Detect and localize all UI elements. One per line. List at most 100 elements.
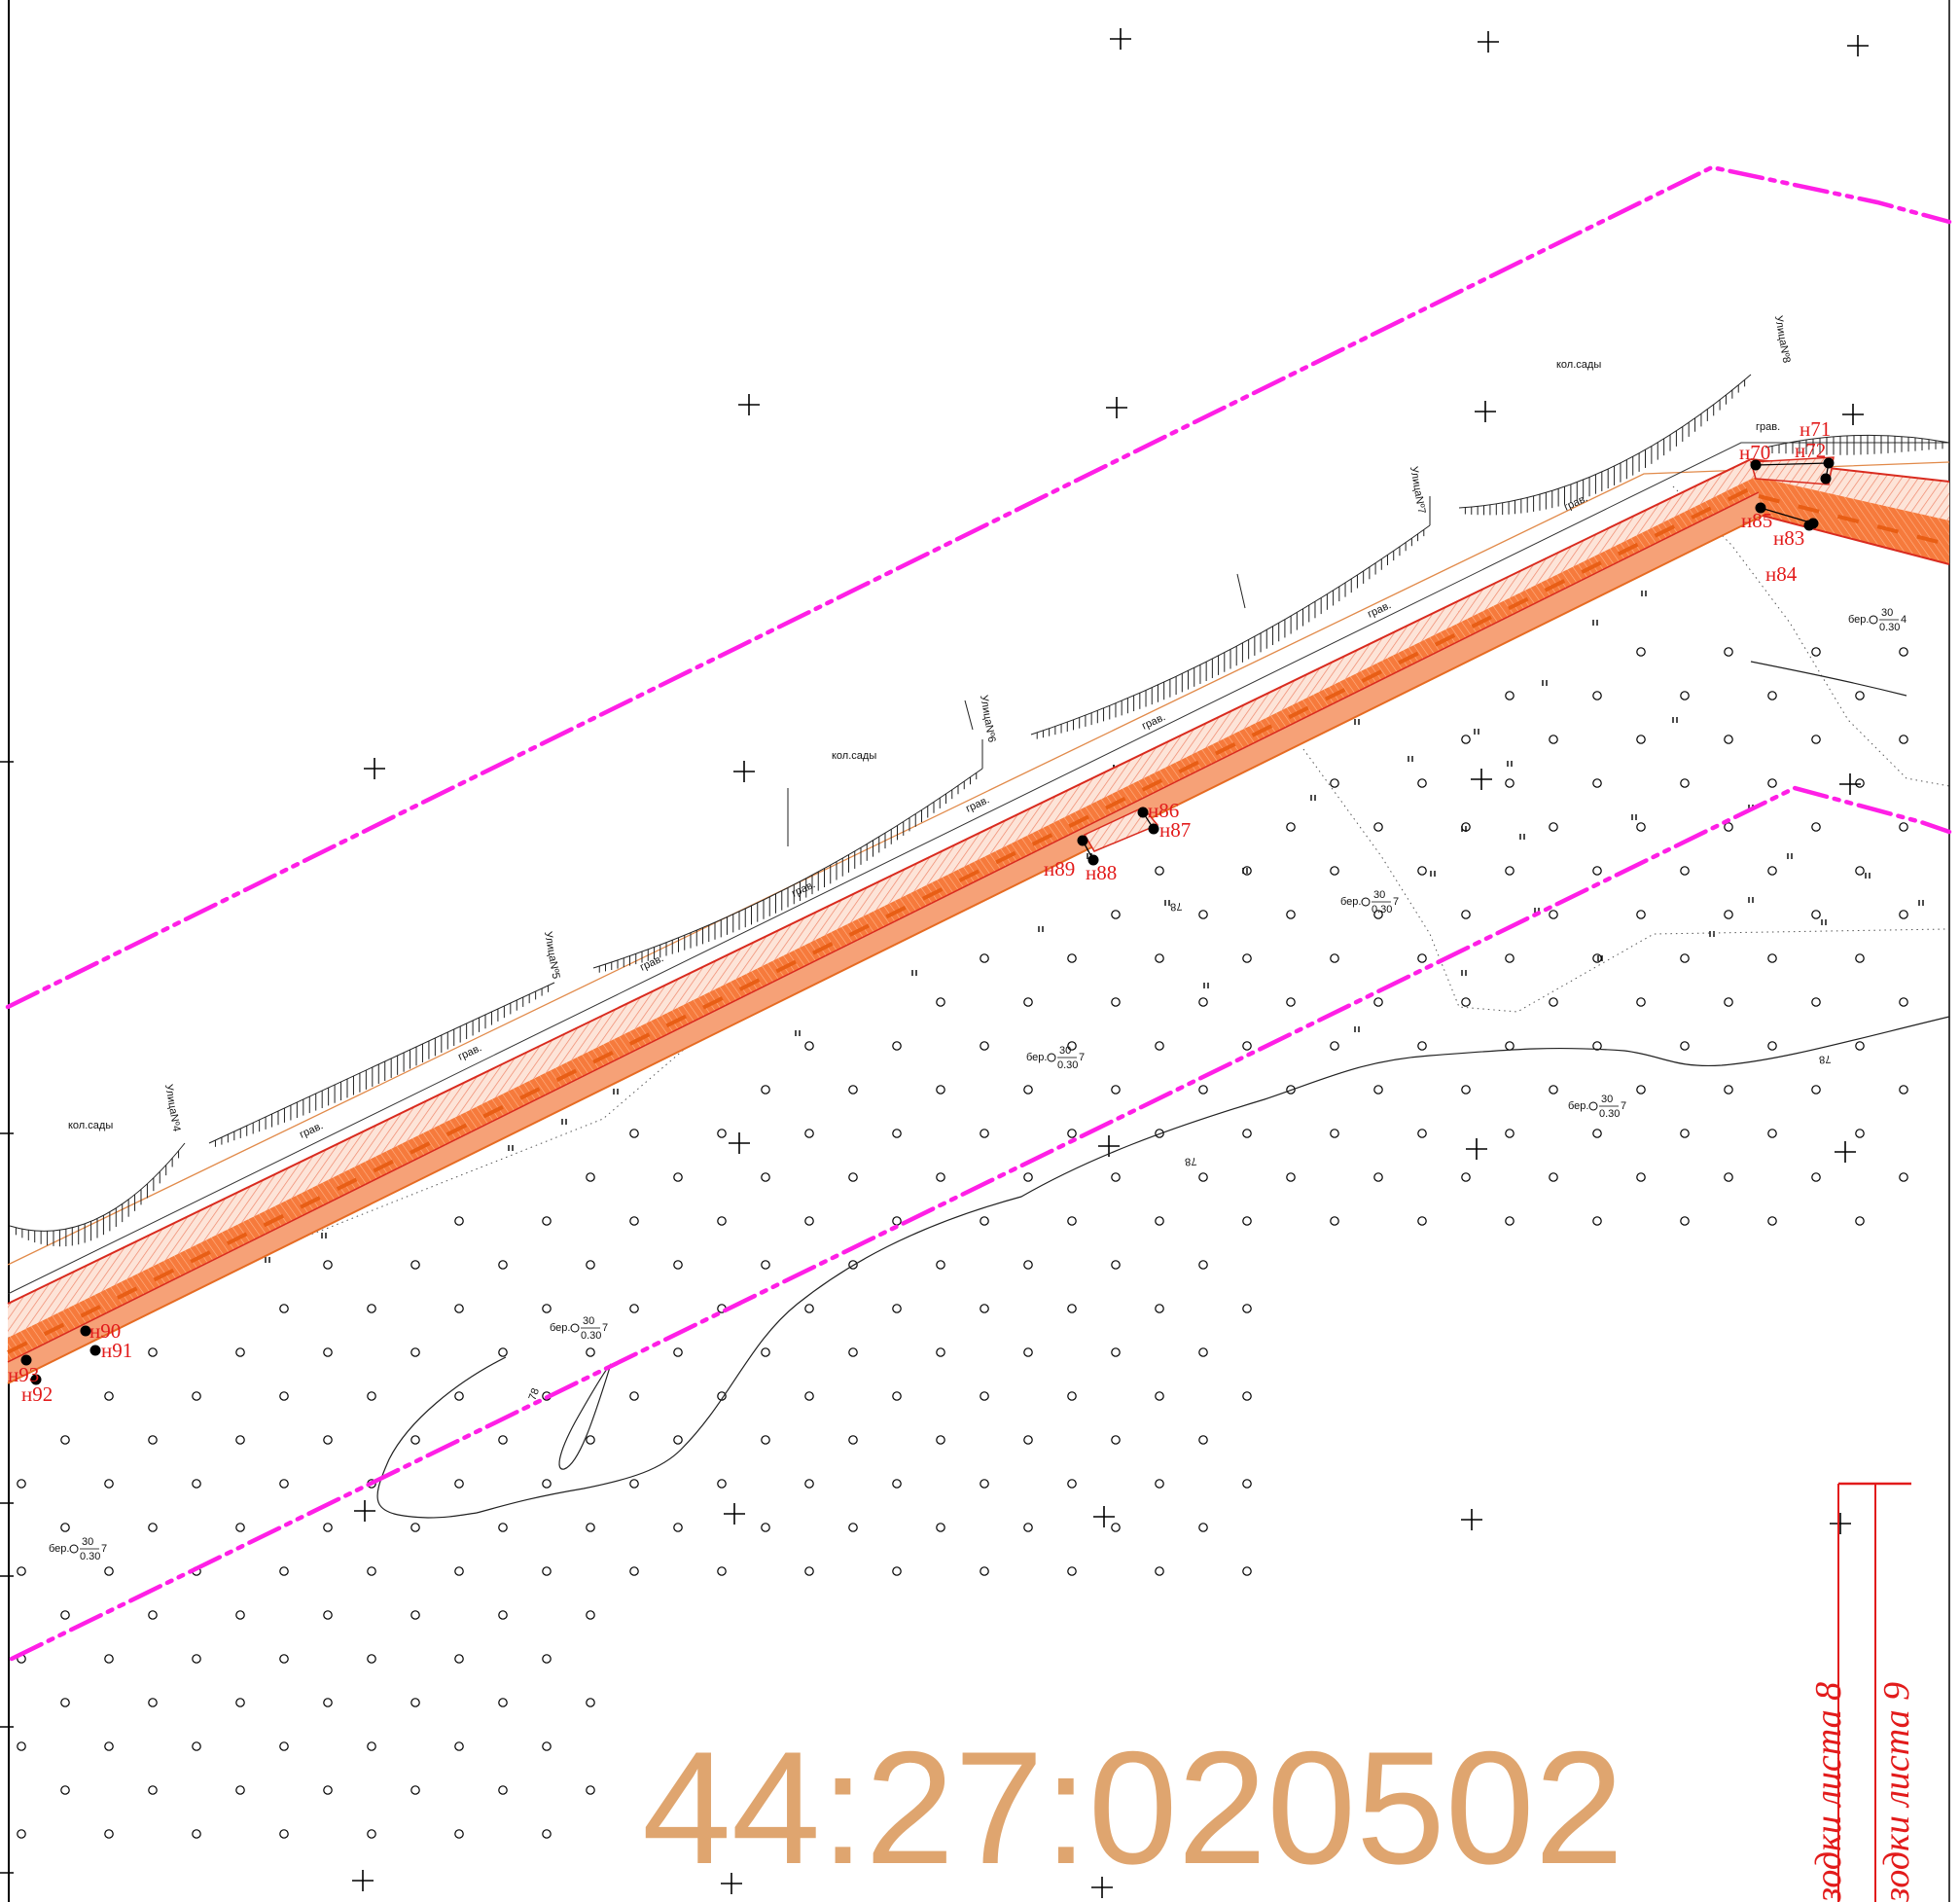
point-link bbox=[1825, 462, 1830, 480]
forest-symbol bbox=[1724, 822, 1733, 832]
forest-symbol bbox=[367, 1391, 376, 1401]
forest-symbol bbox=[1855, 1129, 1865, 1138]
forest-symbol bbox=[1811, 822, 1821, 832]
forest-symbol bbox=[1417, 1041, 1427, 1051]
forest-symbol bbox=[192, 1479, 201, 1489]
forest-symbol bbox=[804, 1041, 814, 1051]
forest-symbol bbox=[1373, 997, 1383, 1007]
street-label: УлицаNº5 bbox=[542, 930, 561, 980]
forest-symbol bbox=[454, 1391, 464, 1401]
forest-symbol bbox=[1811, 910, 1821, 919]
forest-symbol bbox=[1636, 1172, 1646, 1182]
forest-symbol bbox=[586, 1260, 595, 1270]
forest-symbol bbox=[848, 1347, 858, 1357]
forest-symbol bbox=[104, 1566, 114, 1576]
forest-symbol bbox=[148, 1435, 158, 1445]
svg-text:н86: н86 bbox=[1148, 799, 1179, 822]
forest-symbol bbox=[1855, 953, 1865, 963]
forest-symbol bbox=[761, 1172, 770, 1182]
forest-symbol bbox=[1505, 1041, 1515, 1051]
forest-symbol bbox=[498, 1610, 508, 1620]
svg-text:н85: н85 bbox=[1741, 509, 1772, 532]
svg-text:бер.: бер. bbox=[1026, 1052, 1047, 1063]
forest-symbol bbox=[673, 1172, 683, 1182]
forest-symbol bbox=[892, 1391, 902, 1401]
forest-symbol bbox=[1855, 778, 1865, 788]
forest-symbol bbox=[1023, 1085, 1033, 1095]
meadow-symbols bbox=[89, 591, 1924, 1336]
forest-symbol bbox=[410, 1347, 420, 1357]
forest-symbol bbox=[892, 1129, 902, 1138]
forest-symbol bbox=[1680, 778, 1690, 788]
forest-symbol bbox=[629, 1304, 639, 1313]
forest-symbol bbox=[629, 1391, 639, 1401]
forest-symbol bbox=[761, 1347, 770, 1357]
forest-symbol bbox=[148, 1698, 158, 1707]
forest-symbol bbox=[1198, 910, 1208, 919]
forest-symbol bbox=[498, 1435, 508, 1445]
forest-symbol bbox=[936, 1347, 945, 1357]
forest-symbol bbox=[1636, 1085, 1646, 1095]
forest-symbol bbox=[586, 1172, 595, 1182]
forest-symbol bbox=[454, 1829, 464, 1839]
forest-symbol bbox=[1680, 953, 1690, 963]
svg-text:н93: н93 bbox=[8, 1363, 39, 1386]
svg-text:7: 7 bbox=[1393, 896, 1399, 908]
forest-symbol bbox=[1111, 1435, 1121, 1445]
forest-symbol bbox=[1023, 1347, 1033, 1357]
forest-symbol bbox=[848, 1085, 858, 1095]
forest-symbol bbox=[1242, 1566, 1252, 1576]
forest-symbol bbox=[1636, 647, 1646, 657]
forest-symbol bbox=[1417, 1129, 1427, 1138]
forest-symbol bbox=[1023, 1523, 1033, 1532]
forest-symbol bbox=[1198, 1172, 1208, 1182]
survey-point: н90 bbox=[80, 1319, 121, 1343]
forest-symbol bbox=[980, 1129, 989, 1138]
svg-text:0.30: 0.30 bbox=[1599, 1108, 1620, 1120]
forest-symbol bbox=[717, 1391, 727, 1401]
forest-symbol bbox=[761, 1523, 770, 1532]
forest-symbol bbox=[892, 1216, 902, 1226]
forest-symbol bbox=[235, 1698, 245, 1707]
forest-symbol bbox=[1023, 1435, 1033, 1445]
forest-symbol bbox=[1155, 953, 1164, 963]
forest-symbol bbox=[323, 1610, 333, 1620]
forest-symbol bbox=[892, 1041, 902, 1051]
forest-symbol bbox=[1373, 910, 1383, 919]
forest-symbol bbox=[235, 1347, 245, 1357]
slope-line bbox=[1458, 374, 1752, 509]
contour-label: 78 bbox=[527, 1386, 542, 1402]
forest-symbol bbox=[586, 1435, 595, 1445]
survey-point: н71 bbox=[1800, 417, 1835, 469]
svg-text:н89: н89 bbox=[1044, 857, 1075, 880]
forest-symbol bbox=[1899, 735, 1908, 744]
forest-symbol bbox=[498, 1698, 508, 1707]
forest-symbol bbox=[1592, 1041, 1602, 1051]
grid-crosses bbox=[352, 28, 1869, 1898]
forest-symbol bbox=[279, 1304, 289, 1313]
slope-tick bbox=[1236, 573, 1246, 609]
slope-tick bbox=[964, 700, 974, 731]
forest-symbol bbox=[1330, 1216, 1339, 1226]
forest-symbol bbox=[1067, 1566, 1077, 1576]
forest-symbol bbox=[1680, 691, 1690, 700]
forest-density-label: бер. 30 0.304 bbox=[1848, 607, 1907, 633]
forest-symbol bbox=[1373, 822, 1383, 832]
forest-symbol bbox=[17, 1741, 26, 1751]
forest-symbol bbox=[323, 1347, 333, 1357]
slope-line bbox=[9, 1142, 186, 1232]
forest-symbol bbox=[1767, 866, 1777, 876]
forest-symbol bbox=[1767, 691, 1777, 700]
forest-density-label: бер. 30 0.307 bbox=[550, 1315, 608, 1342]
forest-symbol bbox=[410, 1785, 420, 1795]
forest-symbol bbox=[586, 1523, 595, 1532]
forest-symbol bbox=[804, 1391, 814, 1401]
slope-line bbox=[1764, 434, 1950, 449]
forest-symbol bbox=[1198, 997, 1208, 1007]
forest-symbol bbox=[1286, 910, 1296, 919]
svg-text:н92: н92 bbox=[21, 1382, 53, 1406]
point-link bbox=[1760, 507, 1814, 524]
forest-symbol bbox=[1724, 735, 1733, 744]
forest-symbol bbox=[804, 1566, 814, 1576]
zone-boundaries bbox=[5, 164, 1952, 1662]
